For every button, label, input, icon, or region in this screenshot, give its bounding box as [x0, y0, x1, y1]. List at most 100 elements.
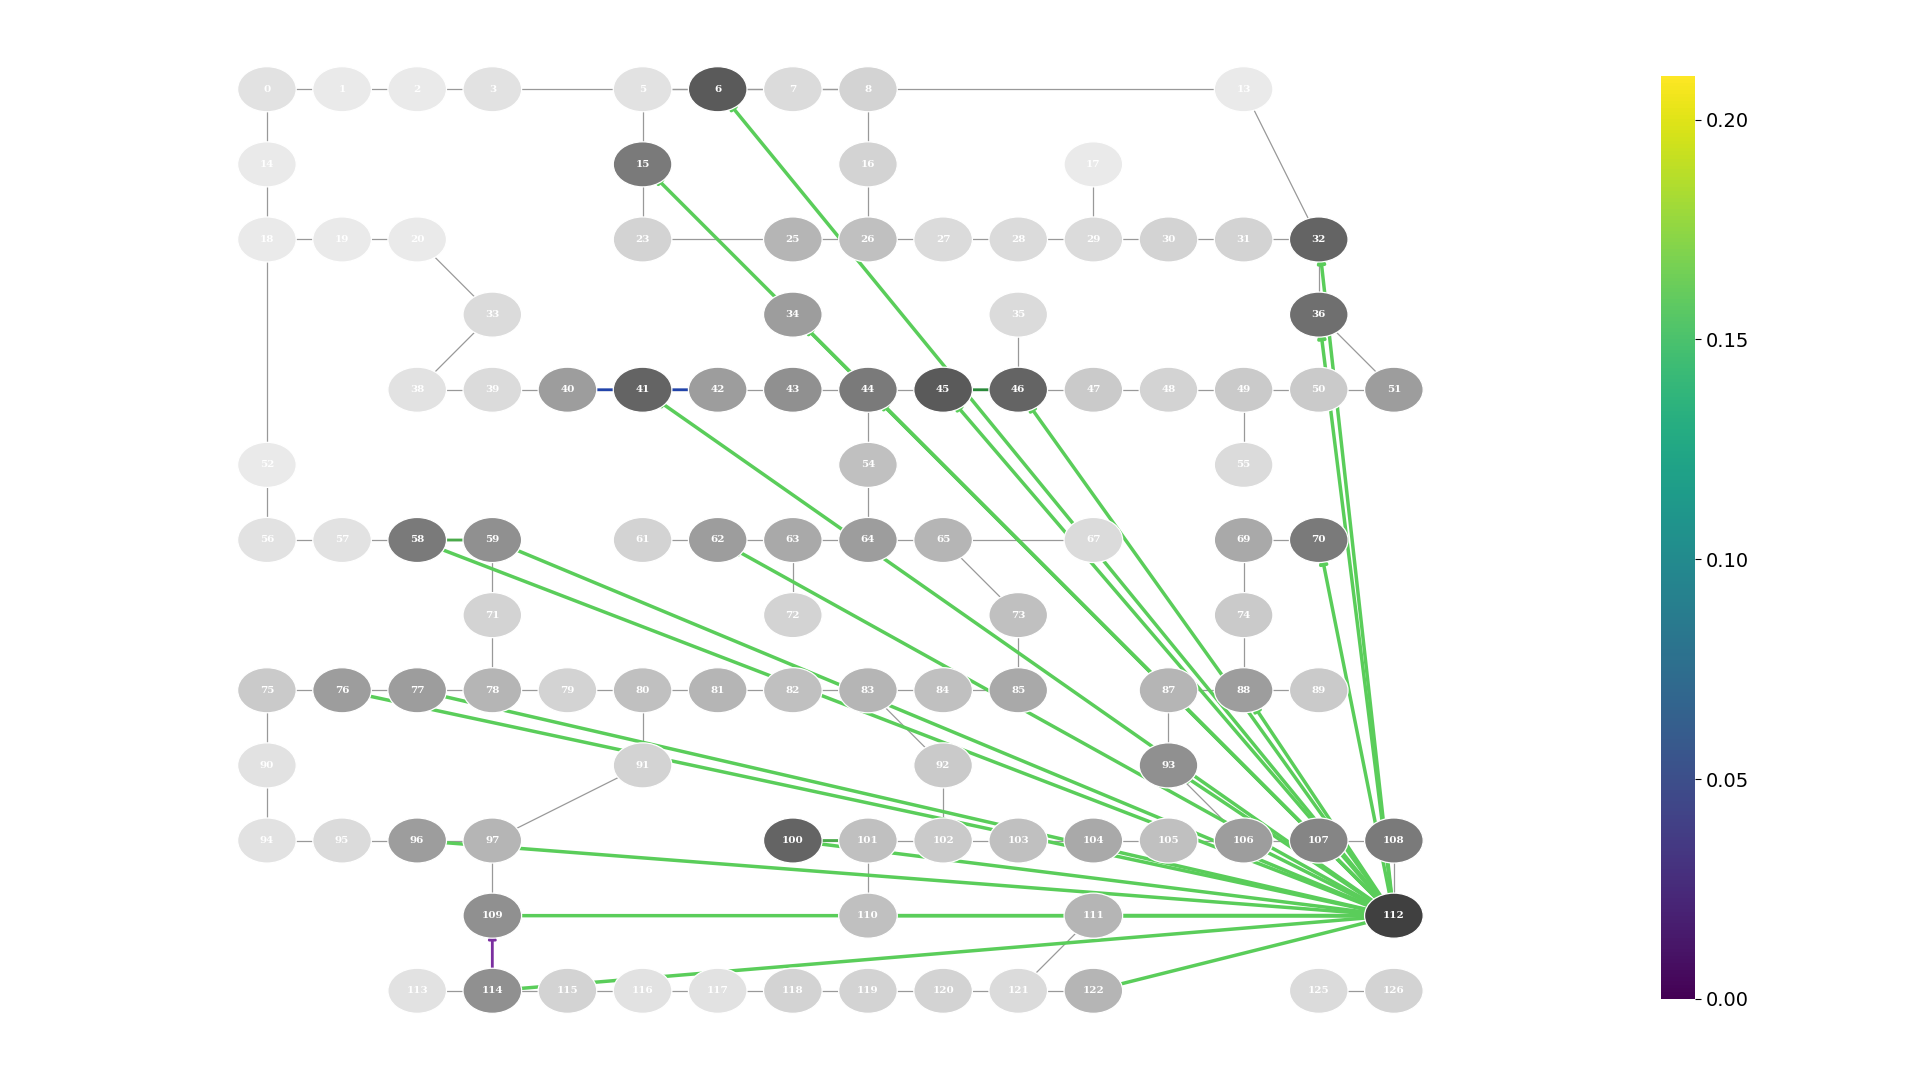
Ellipse shape — [388, 969, 447, 1013]
Ellipse shape — [612, 367, 672, 413]
Text: 103: 103 — [1008, 836, 1029, 845]
Ellipse shape — [764, 667, 822, 713]
Text: 73: 73 — [1012, 610, 1025, 620]
Ellipse shape — [1213, 443, 1273, 487]
Text: 6: 6 — [714, 84, 722, 94]
Text: 67: 67 — [1087, 536, 1100, 544]
Ellipse shape — [914, 367, 972, 413]
Ellipse shape — [689, 367, 747, 413]
Text: 92: 92 — [935, 761, 950, 770]
Text: 33: 33 — [486, 310, 499, 319]
Text: 7: 7 — [789, 84, 797, 94]
Ellipse shape — [1139, 667, 1198, 713]
Ellipse shape — [463, 593, 522, 637]
Ellipse shape — [839, 517, 897, 563]
Ellipse shape — [1290, 367, 1348, 413]
Ellipse shape — [1365, 818, 1423, 863]
Ellipse shape — [1365, 893, 1423, 939]
Ellipse shape — [689, 67, 747, 111]
Ellipse shape — [612, 969, 672, 1013]
Ellipse shape — [764, 217, 822, 262]
Ellipse shape — [238, 818, 296, 863]
Text: 85: 85 — [1012, 686, 1025, 694]
Text: 112: 112 — [1382, 912, 1405, 920]
Text: 59: 59 — [486, 536, 499, 544]
Ellipse shape — [989, 593, 1048, 637]
Ellipse shape — [238, 517, 296, 563]
Ellipse shape — [1290, 667, 1348, 713]
Ellipse shape — [463, 67, 522, 111]
Ellipse shape — [839, 67, 897, 111]
Ellipse shape — [764, 67, 822, 111]
Text: 126: 126 — [1382, 986, 1405, 996]
Text: 20: 20 — [411, 235, 424, 244]
Text: 89: 89 — [1311, 686, 1327, 694]
Text: 56: 56 — [259, 536, 275, 544]
Ellipse shape — [764, 517, 822, 563]
Ellipse shape — [463, 667, 522, 713]
Text: 83: 83 — [860, 686, 876, 694]
Text: 38: 38 — [411, 386, 424, 394]
Text: 91: 91 — [636, 761, 649, 770]
Ellipse shape — [612, 743, 672, 788]
Ellipse shape — [1213, 217, 1273, 262]
Text: 50: 50 — [1311, 386, 1327, 394]
Text: 28: 28 — [1012, 235, 1025, 244]
Ellipse shape — [313, 818, 371, 863]
Text: 105: 105 — [1158, 836, 1179, 845]
Text: 63: 63 — [785, 536, 801, 544]
Text: 94: 94 — [259, 836, 275, 845]
Text: 119: 119 — [856, 986, 879, 996]
Ellipse shape — [914, 969, 972, 1013]
Ellipse shape — [989, 818, 1048, 863]
Text: 41: 41 — [636, 386, 649, 394]
Ellipse shape — [1213, 67, 1273, 111]
Ellipse shape — [1290, 969, 1348, 1013]
Ellipse shape — [1064, 217, 1123, 262]
Ellipse shape — [989, 367, 1048, 413]
Text: 52: 52 — [259, 460, 275, 470]
Text: 65: 65 — [935, 536, 950, 544]
Ellipse shape — [989, 217, 1048, 262]
Text: 47: 47 — [1087, 386, 1100, 394]
Text: 100: 100 — [781, 836, 804, 845]
Text: 51: 51 — [1386, 386, 1402, 394]
Text: 5: 5 — [639, 84, 647, 94]
Ellipse shape — [764, 367, 822, 413]
Ellipse shape — [463, 517, 522, 563]
Ellipse shape — [839, 217, 897, 262]
Ellipse shape — [612, 667, 672, 713]
Ellipse shape — [1290, 217, 1348, 262]
Ellipse shape — [612, 217, 672, 262]
Text: 48: 48 — [1162, 386, 1175, 394]
Ellipse shape — [538, 667, 597, 713]
Text: 87: 87 — [1162, 686, 1175, 694]
Text: 46: 46 — [1012, 386, 1025, 394]
Ellipse shape — [1213, 517, 1273, 563]
Text: 78: 78 — [486, 686, 499, 694]
Text: 121: 121 — [1008, 986, 1029, 996]
Ellipse shape — [313, 67, 371, 111]
Ellipse shape — [388, 517, 447, 563]
Text: 18: 18 — [259, 235, 275, 244]
Text: 44: 44 — [860, 386, 876, 394]
Text: 117: 117 — [707, 986, 728, 996]
Text: 75: 75 — [259, 686, 275, 694]
Ellipse shape — [764, 593, 822, 637]
Text: 95: 95 — [334, 836, 349, 845]
Ellipse shape — [388, 667, 447, 713]
Text: 29: 29 — [1087, 235, 1100, 244]
Text: 1: 1 — [338, 84, 346, 94]
Text: 106: 106 — [1233, 836, 1254, 845]
Ellipse shape — [914, 217, 972, 262]
Ellipse shape — [839, 818, 897, 863]
Ellipse shape — [689, 517, 747, 563]
Ellipse shape — [914, 818, 972, 863]
Text: 81: 81 — [710, 686, 726, 694]
Text: 72: 72 — [785, 610, 801, 620]
Text: 42: 42 — [710, 386, 726, 394]
Text: 116: 116 — [632, 986, 653, 996]
Text: 57: 57 — [334, 536, 349, 544]
Ellipse shape — [1213, 593, 1273, 637]
Ellipse shape — [463, 292, 522, 337]
